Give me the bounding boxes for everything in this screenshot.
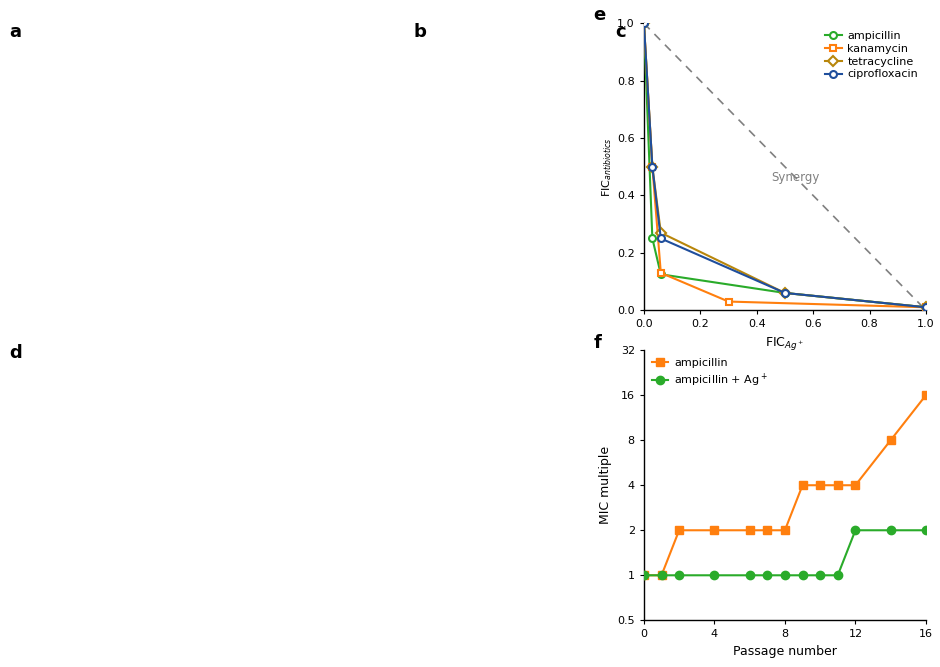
ampicillin + Ag$^+$ [832, 571, 843, 579]
ampicillin [850, 482, 861, 490]
kanamycin [647, 163, 658, 171]
tetracycline [647, 163, 658, 171]
Text: e: e [593, 6, 605, 24]
Text: Synergy: Synergy [771, 171, 819, 184]
Legend: ampicillin, ampicillin + Ag$^+$: ampicillin, ampicillin + Ag$^+$ [650, 356, 770, 391]
Line: ciprofloxacin: ciprofloxacin [640, 20, 930, 311]
ampicillin [674, 526, 685, 534]
ampicillin + Ag$^+$ [744, 571, 756, 579]
Y-axis label: MIC multiple: MIC multiple [599, 446, 612, 524]
tetracycline [638, 19, 650, 27]
kanamycin [920, 303, 932, 311]
ciprofloxacin [647, 163, 658, 171]
ampicillin [709, 526, 720, 534]
ampicillin + Ag$^+$ [850, 526, 861, 534]
ampicillin [638, 571, 650, 579]
Line: ampicillin: ampicillin [640, 20, 930, 311]
ampicillin [656, 571, 667, 579]
ampicillin [779, 526, 791, 534]
ampicillin + Ag$^+$ [797, 571, 808, 579]
ampicillin [779, 289, 791, 297]
ampicillin + Ag$^+$ [674, 571, 685, 579]
ampicillin [647, 235, 658, 243]
Text: b: b [414, 23, 427, 41]
ampicillin [744, 526, 756, 534]
ampicillin [797, 482, 808, 490]
ampicillin + Ag$^+$ [656, 571, 667, 579]
Text: d: d [9, 344, 23, 362]
ampicillin [638, 19, 650, 27]
ampicillin + Ag$^+$ [638, 571, 650, 579]
Text: c: c [616, 23, 626, 41]
ciprofloxacin [638, 19, 650, 27]
ampicillin [920, 303, 932, 311]
ampicillin + Ag$^+$ [779, 571, 791, 579]
Line: kanamycin: kanamycin [640, 20, 930, 311]
tetracycline [779, 289, 791, 297]
ampicillin [920, 391, 932, 399]
ampicillin + Ag$^+$ [920, 526, 932, 534]
ampicillin [815, 482, 826, 490]
kanamycin [638, 19, 650, 27]
ciprofloxacin [920, 303, 932, 311]
Text: a: a [9, 23, 22, 41]
Line: ampicillin + Ag$^+$: ampicillin + Ag$^+$ [640, 526, 930, 580]
ampicillin [832, 482, 843, 490]
Legend: ampicillin, kanamycin, tetracycline, ciprofloxacin: ampicillin, kanamycin, tetracycline, cip… [822, 29, 920, 81]
ampicillin [885, 436, 897, 444]
X-axis label: Passage number: Passage number [733, 645, 837, 658]
X-axis label: FIC$_{Ag^+}$: FIC$_{Ag^+}$ [765, 335, 805, 352]
ampicillin + Ag$^+$ [761, 571, 773, 579]
Text: f: f [593, 334, 601, 352]
ampicillin [761, 526, 773, 534]
ampicillin + Ag$^+$ [815, 571, 826, 579]
ampicillin [655, 270, 666, 278]
Line: tetracycline: tetracycline [640, 20, 930, 311]
ciprofloxacin [655, 235, 666, 243]
ampicillin + Ag$^+$ [885, 526, 897, 534]
kanamycin [655, 269, 666, 277]
Line: ampicillin: ampicillin [640, 391, 930, 580]
Y-axis label: FIC$_{antibiotics}$: FIC$_{antibiotics}$ [601, 137, 615, 197]
kanamycin [723, 297, 734, 305]
tetracycline [920, 303, 932, 311]
ciprofloxacin [779, 289, 791, 297]
ampicillin + Ag$^+$ [709, 571, 720, 579]
tetracycline [655, 229, 666, 237]
